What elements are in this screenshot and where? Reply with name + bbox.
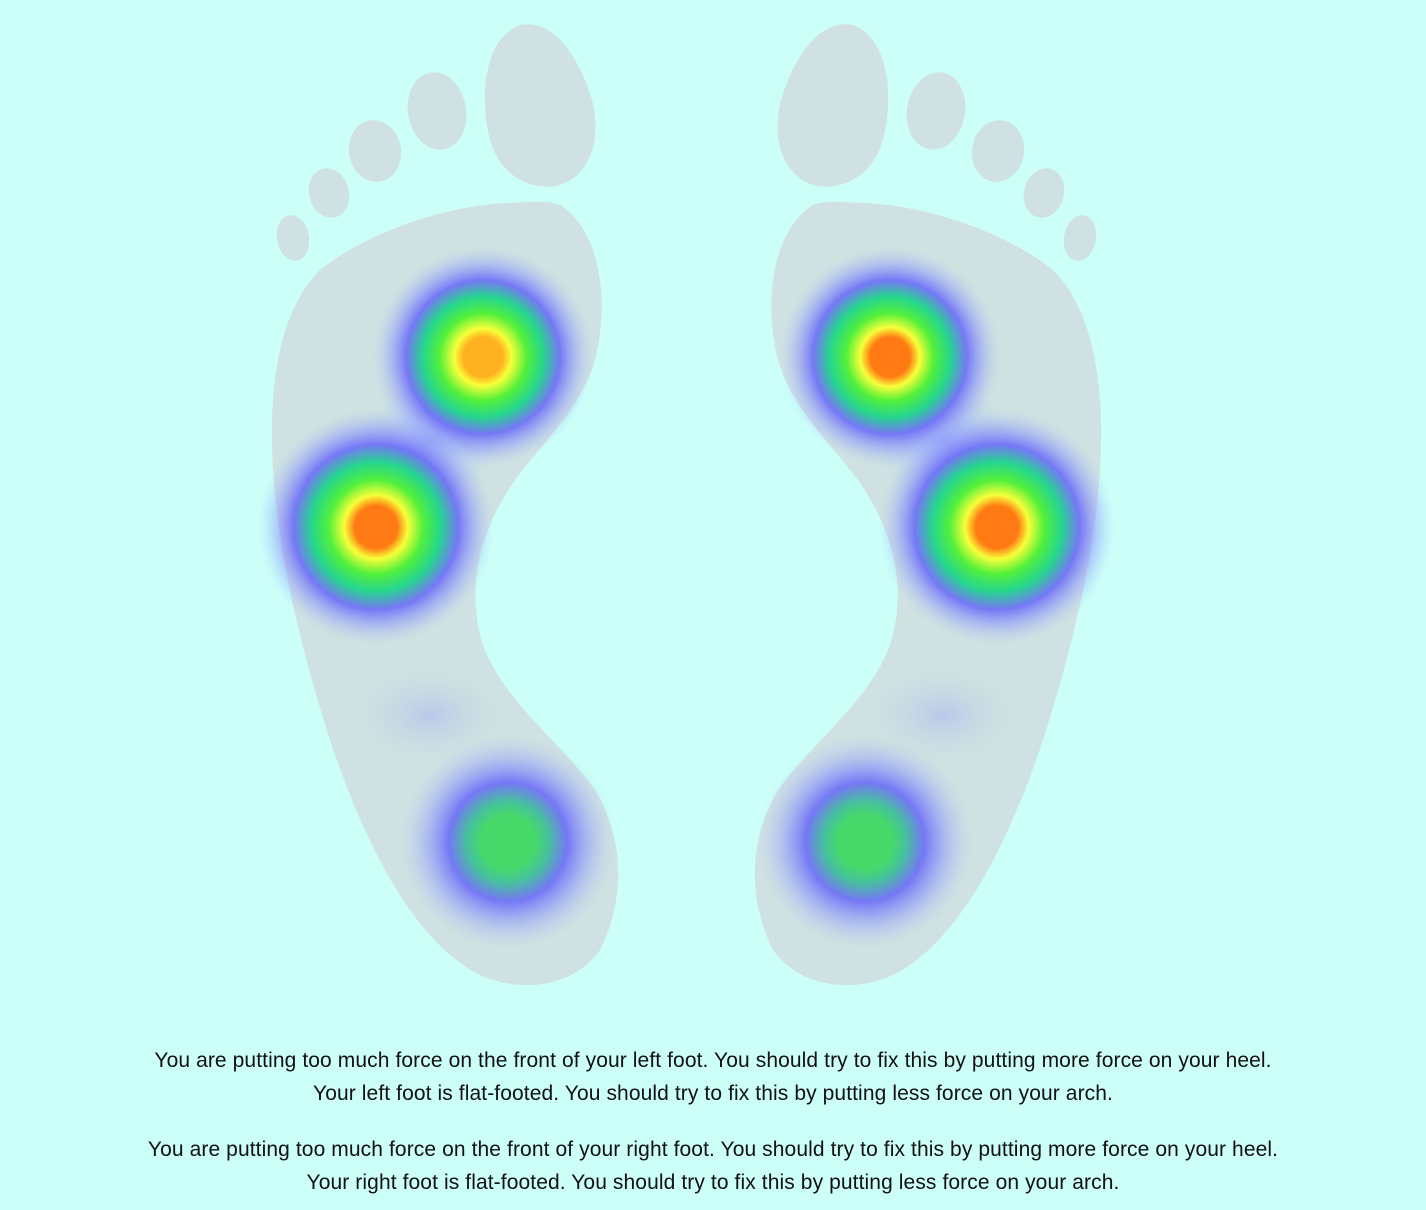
right-toe-4 (1023, 168, 1065, 218)
foot-pressure-map (258, 24, 1115, 986)
right-toe-3 (971, 120, 1025, 182)
left-toe-2 (407, 72, 467, 150)
left-foot-feedback-arch: Your left foot is flat-footed. You shoul… (313, 1082, 1113, 1105)
right-foot (754, 24, 1115, 986)
right-heel-hotspot (757, 734, 973, 950)
right-toe-2 (906, 72, 966, 150)
right-foot-feedback: You are putting too much force on the fr… (0, 1133, 1426, 1199)
right-big-toe (777, 24, 889, 187)
left-big-toe (484, 24, 596, 187)
left-toe-3 (348, 120, 402, 182)
right-heel-haze (873, 670, 1013, 760)
left-forefoot-inner-hotspot (373, 247, 593, 467)
right-forefoot-inner-hotspot (780, 247, 1000, 467)
right-toe-5 (1063, 215, 1097, 261)
left-heel-haze (360, 670, 500, 760)
right-foot-feedback-arch: Your right foot is flat-footed. You shou… (306, 1171, 1120, 1194)
left-foot-feedback-force: You are putting too much force on the fr… (154, 1049, 1272, 1072)
right-forefoot-outer-hotspot (879, 409, 1115, 645)
left-heel-hotspot (400, 734, 616, 950)
left-forefoot-outer-hotspot (258, 409, 494, 645)
left-foot (258, 24, 619, 986)
right-foot-feedback-force: You are putting too much force on the fr… (147, 1138, 1279, 1161)
left-toe-5 (276, 215, 310, 261)
left-foot-feedback: You are putting too much force on the fr… (0, 1044, 1426, 1110)
left-toe-4 (308, 168, 350, 218)
